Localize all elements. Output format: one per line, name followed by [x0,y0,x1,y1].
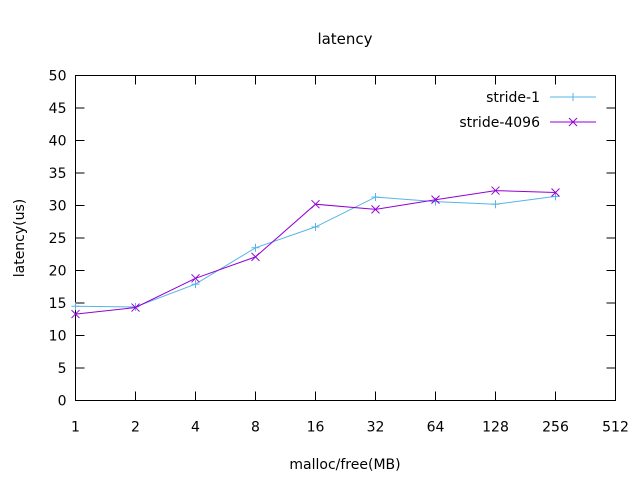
data-point-stride-1 [311,222,320,231]
x-tick-label: 16 [307,420,325,436]
chart-title: latency [317,30,372,48]
y-axis-label: latency(us) [12,199,28,278]
legend-symbol-stride-4096 [568,117,578,127]
x-tick-label: 2 [131,420,140,436]
y-tick-label: 30 [49,199,67,215]
legend: stride-1 stride-4096 [459,90,596,131]
y-tick-label: 5 [58,361,67,377]
data-point-stride-4096 [191,273,200,283]
data-point-stride-4096 [311,199,320,209]
x-tick-label: 4 [191,420,200,436]
data-point-stride-4096 [71,309,80,319]
y-tick-label: 10 [49,329,67,345]
legend-marker-stride-1 [569,93,577,101]
data-point-stride-4096 [491,186,500,195]
data-point-stride-1 [431,197,440,206]
plot-frame [75,75,616,401]
y-tick-label: 35 [49,166,67,182]
y-tick-label: 40 [49,134,67,150]
x-axis-label: malloc/free(MB) [289,457,400,473]
x-tick-label: 512 [602,420,629,436]
data-point-stride-1 [551,192,560,201]
x-axis-ticks: 1 2 4 8 16 32 64 128 256 512 [71,75,629,436]
x-tick-label: 8 [251,420,260,436]
x-tick-label: 32 [367,420,385,436]
data-point-stride-4096 [251,252,260,262]
legend-symbol-stride-1 [569,93,577,101]
data-point-stride-1 [371,193,380,202]
data-point-stride-1 [71,302,80,311]
y-tick-label: 0 [58,394,67,410]
y-tick-label: 25 [49,231,67,247]
x-tick-label: 1 [71,420,80,436]
data-point-stride-1 [191,280,200,289]
y-tick-label: 45 [49,101,67,117]
x-tick-label: 128 [482,420,509,436]
data-point-stride-4096 [371,205,380,214]
y-tick-label: 50 [49,69,67,85]
data-point-stride-4096 [131,303,140,312]
series-layer [71,186,560,319]
y-tick-label: 15 [49,296,67,312]
legend-marker-stride-4096 [568,117,578,127]
data-point-stride-4096 [431,195,440,205]
data-point-stride-1 [251,243,260,252]
y-tick-label: 20 [49,264,67,280]
legend-entry-stride-4096: stride-4096 [459,115,596,131]
legend-entry-stride-1: stride-1 [486,90,596,106]
data-point-stride-1 [491,200,500,209]
data-point-stride-4096 [551,188,560,197]
x-tick-label: 64 [427,420,445,436]
legend-label-stride-4096: stride-4096 [459,115,540,131]
y-axis-ticks: 0 5 10 15 20 25 30 35 40 45 50 [49,69,616,410]
x-tick-label: 256 [542,420,569,436]
legend-label-stride-1: stride-1 [486,90,540,106]
